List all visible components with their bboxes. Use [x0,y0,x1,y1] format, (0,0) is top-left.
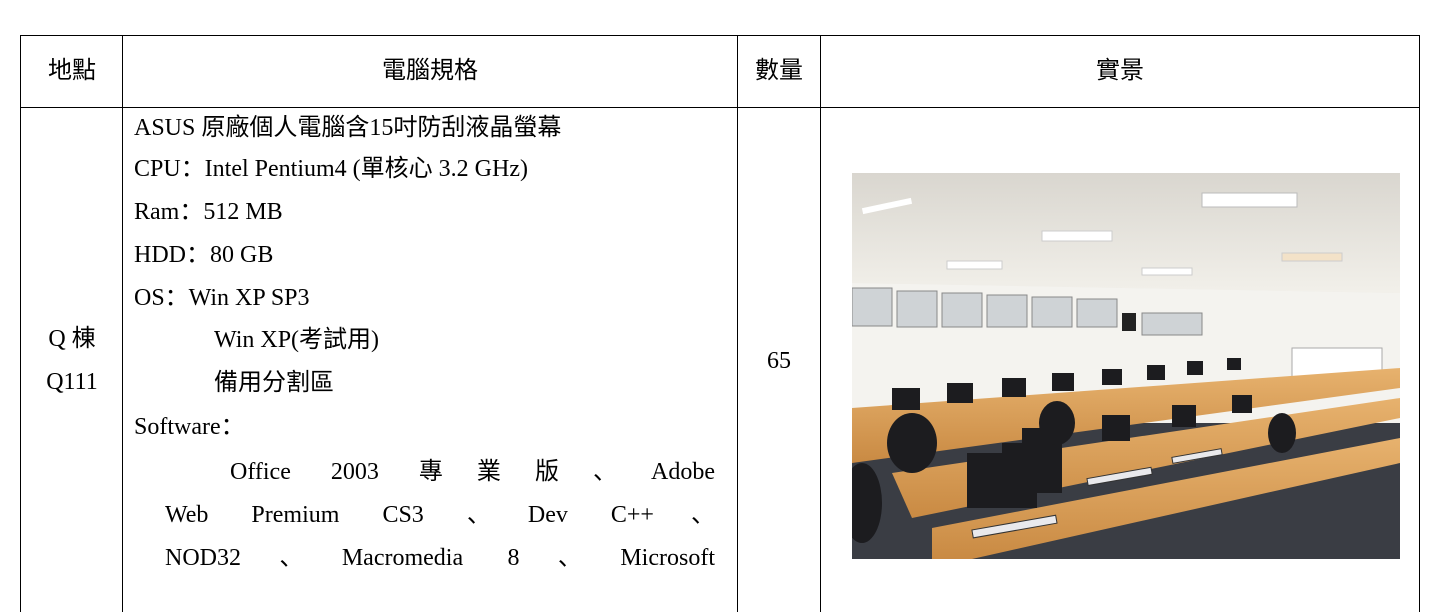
table-border [20,35,1420,36]
software-line: Web Premium CS3 、Dev C++、 [165,502,715,528]
table-border [1419,35,1420,612]
location: Q111 [46,369,98,395]
quantity: 65 [767,348,791,374]
software-line: Office 2003 專業版、Adobe [230,459,715,485]
header-cell: 電腦規格 [382,58,478,84]
header-cell: 數量 [755,58,803,84]
table-border [820,35,821,612]
table-border [737,35,738,612]
table-border [20,35,21,612]
software-line: NOD32、Macromedia 8、Microsoft [165,545,715,571]
spec-line: CPU：Intel Pentium4 (單核心 3.2 GHz) [134,156,528,182]
table-border [20,107,1420,108]
spec-line: Software： [134,414,245,440]
classroom-photo [852,173,1400,559]
location: Q 棟 [48,326,96,352]
spec-line: HDD：80 GB [134,242,274,268]
spec-line: OS：Win XP SP3 [134,285,310,311]
table-border [122,35,123,612]
spec-line: 備用分割區 [214,370,334,396]
spec-line: Win XP(考試用) [214,327,380,353]
spec-line: Ram：512 MB [134,199,283,225]
header-cell: 地點 [48,58,96,84]
spec-line: ASUS 原廠個人電腦含15吋防刮液晶螢幕 [134,115,562,141]
header-cell: 實景 [1096,58,1144,84]
